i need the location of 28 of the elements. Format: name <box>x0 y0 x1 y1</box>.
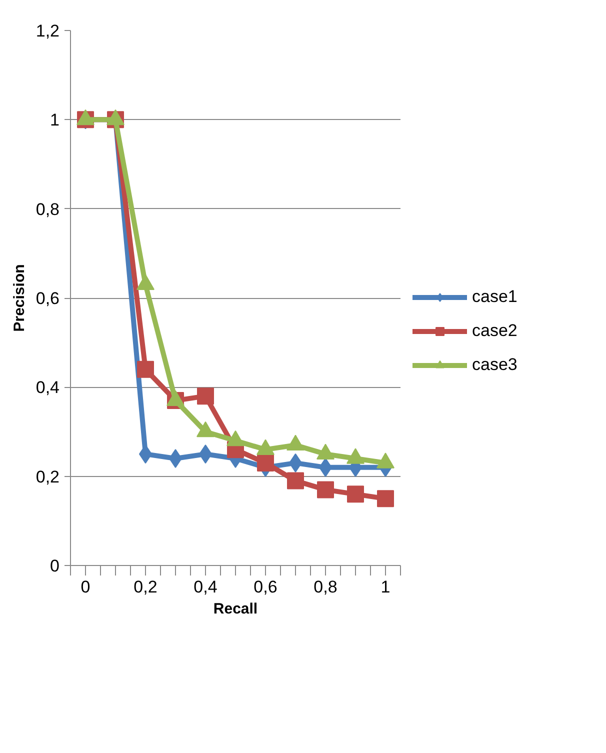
y-tick-label: 0,2 <box>36 467 60 486</box>
x-tick-label: 0,2 <box>134 578 158 596</box>
point <box>137 360 154 378</box>
y-tick-label: 0,8 <box>36 200 60 219</box>
x-tick-label: 1 <box>380 578 390 596</box>
legend-label: case1 <box>472 287 518 307</box>
y-tick-label: 0 <box>50 556 60 576</box>
point <box>377 490 394 508</box>
x-tick-label: 0 <box>80 578 90 596</box>
y-tick-label: 0,4 <box>36 378 60 398</box>
legend-label: case2 <box>472 321 518 341</box>
legend-label: case3 <box>472 355 518 375</box>
point <box>76 109 94 126</box>
point <box>347 486 364 503</box>
point <box>317 481 334 498</box>
y-tick-label: 1,2 <box>36 22 60 40</box>
x-tick-label: 0,6 <box>254 578 278 596</box>
x-axis-title: Recall <box>213 600 258 618</box>
point <box>106 109 124 126</box>
y-axis-title: Precision <box>10 264 28 332</box>
x-tick-label: 0,4 <box>194 578 218 596</box>
y-tick-label: 1 <box>50 110 60 130</box>
point <box>136 274 154 290</box>
point <box>257 454 274 472</box>
point <box>197 388 214 405</box>
point <box>287 472 304 490</box>
x-tick-label: 0,8 <box>314 578 338 596</box>
y-tick-label: 0,6 <box>36 289 60 308</box>
